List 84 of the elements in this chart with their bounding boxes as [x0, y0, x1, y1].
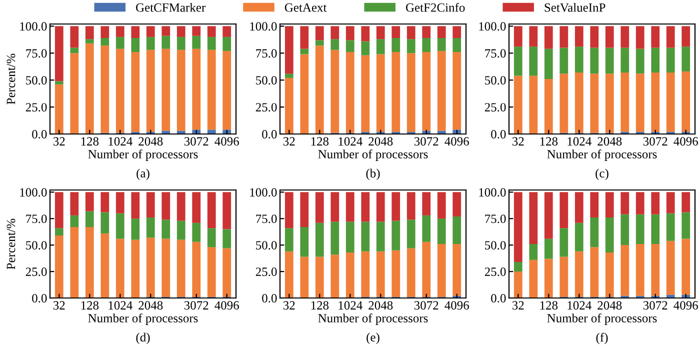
y-tick-label: 100.0 [20, 188, 47, 197]
x-axis-title: Number of processors [547, 314, 657, 325]
x-tick-label: 1024 [338, 301, 362, 310]
x-tick-label: 32 [53, 301, 65, 310]
text: (b) [366, 168, 380, 180]
y-tick-label: 50.0 [26, 76, 47, 85]
x-tick-label: 2048 [368, 137, 393, 146]
x-tick-label: 3072 [414, 137, 438, 146]
y-tick-label: 75.0 [26, 49, 47, 58]
x-tick-label: 3072 [643, 137, 668, 146]
y-tick-label: 0.0 [32, 130, 47, 139]
y-tick-label: 75.0 [256, 214, 277, 224]
x-tick-label: 3072 [184, 137, 208, 146]
x-tick-label: 1024 [338, 137, 362, 146]
y-tick-label: 25.0 [256, 268, 277, 276]
y-tick-label: 100.0 [250, 188, 277, 197]
x-tick-label: 2048 [598, 301, 622, 310]
x-tick-label: 128 [311, 137, 329, 146]
y-tick-label: 0.0 [32, 294, 47, 303]
x-axis-title: Number of processors [318, 314, 428, 325]
y-axis-title: Percent/% [6, 54, 16, 104]
y-tick-label: 0.0 [262, 294, 277, 303]
x-tick-label: 128 [81, 301, 99, 310]
x-tick-label: 32 [53, 137, 65, 146]
y-tick-label: 75.0 [256, 49, 277, 58]
text: (e) [366, 332, 380, 344]
x-tick-label: 3072 [184, 301, 208, 310]
y-tick-label: 50.0 [485, 76, 506, 85]
x-tick-label: 128 [311, 301, 329, 310]
y-tick-label: 75.0 [485, 214, 506, 224]
x-tick-label: 128 [81, 137, 99, 146]
legend-label: SetValueInP [544, 2, 606, 12]
x-tick-label: 32 [283, 301, 295, 310]
x-tick-label: 4096 [444, 301, 469, 310]
y-tick-label: 25.0 [26, 268, 47, 276]
x-tick-label: 2048 [138, 301, 163, 310]
x-tick-label: 128 [540, 137, 558, 146]
y-axis-title: Percent/% [6, 218, 16, 270]
x-tick-label: 32 [512, 137, 524, 146]
y-tick-label: 100.0 [479, 22, 506, 31]
y-tick-label: 50.0 [256, 241, 277, 250]
y-tick-label: 50.0 [26, 241, 47, 250]
y-tick-label: 50.0 [485, 241, 506, 250]
x-tick-label: 2048 [368, 301, 393, 310]
y-tick-label: 0.0 [262, 130, 277, 139]
legend-label: GetAext [284, 3, 327, 12]
x-tick-label: 128 [540, 301, 558, 310]
x-tick-label: 4096 [214, 301, 239, 310]
text: (f) [596, 332, 608, 344]
x-axis-title: Number of processors [88, 314, 198, 325]
y-tick-label: 50.0 [256, 76, 277, 85]
x-tick-label: 2048 [598, 137, 622, 146]
text: (c) [596, 168, 608, 180]
x-tick-label: 4096 [214, 137, 239, 146]
x-tick-label: 4096 [674, 137, 698, 146]
y-tick-label: 25.0 [484, 103, 506, 112]
x-tick-label: 4096 [674, 301, 698, 310]
x-tick-label: 3072 [643, 301, 668, 310]
y-tick-label: 100.0 [250, 22, 277, 31]
text: (a) [136, 168, 150, 180]
x-tick-label: 3072 [414, 301, 438, 310]
y-tick-label: 100.0 [20, 22, 47, 31]
x-tick-label: 32 [283, 137, 295, 146]
y-tick-label: 75.0 [485, 49, 506, 58]
y-tick-label: 25.0 [26, 103, 47, 112]
y-tick-label: 75.0 [26, 214, 47, 224]
y-tick-label: 25.0 [484, 268, 506, 276]
legend-label: GetF2Cinfo [406, 2, 465, 12]
x-axis-title: Number of processors [318, 150, 428, 161]
x-axis-title: Number of processors [547, 150, 657, 161]
y-tick-label: 0.0 [491, 294, 506, 303]
x-axis-title: Number of processors [88, 150, 198, 161]
legend-label: GetCFMarker [136, 2, 206, 12]
text: (d) [136, 332, 150, 344]
x-tick-label: 1024 [568, 137, 592, 146]
x-tick-label: 1024 [108, 137, 132, 146]
x-tick-label: 4096 [444, 137, 469, 146]
x-tick-label: 1024 [568, 301, 592, 310]
x-tick-label: 32 [512, 301, 524, 310]
y-tick-label: 0.0 [491, 130, 506, 139]
x-tick-label: 2048 [138, 137, 163, 146]
x-tick-label: 1024 [108, 301, 132, 310]
y-tick-label: 100.0 [479, 188, 506, 197]
y-tick-label: 25.0 [256, 103, 277, 112]
